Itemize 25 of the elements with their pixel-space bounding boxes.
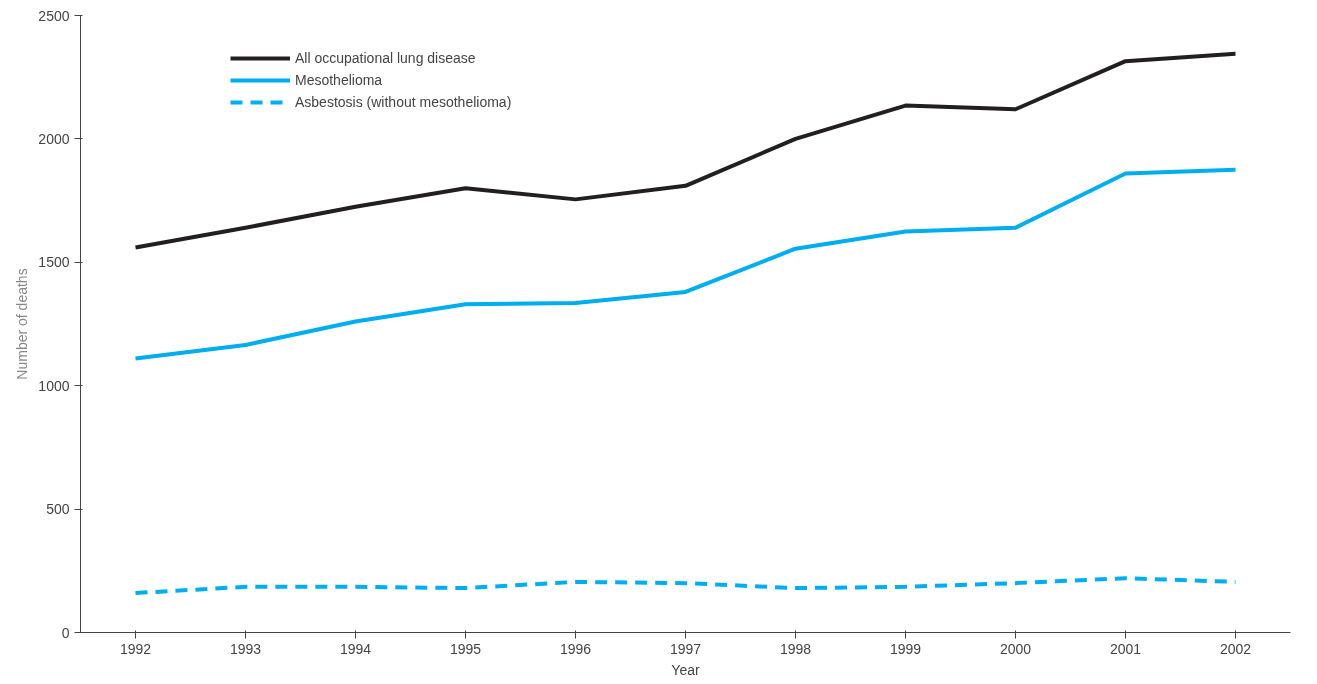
y-tick-label: 1500 [38, 254, 70, 271]
x-tick-label: 1999 [889, 640, 922, 657]
y-axis-title: Number of deaths [14, 268, 31, 380]
x-tick-label: 1994 [339, 640, 372, 657]
x-tick-label: 2000 [999, 640, 1032, 657]
x-axis-title: Year [671, 661, 700, 678]
x-tick-label: 1998 [779, 640, 812, 657]
x-tick-label: 1997 [669, 640, 702, 657]
y-tick-label: 2000 [38, 130, 70, 147]
legend-label: Mesothelioma [295, 72, 384, 88]
y-tick-label: 0 [61, 624, 70, 641]
line-series [133, 51, 1238, 250]
y-tick-label: 1000 [38, 377, 70, 394]
line-series [133, 167, 1238, 361]
x-tick-label: 1995 [449, 640, 482, 657]
x-tick-label: 2001 [1109, 640, 1142, 657]
y-tick-label: 500 [46, 501, 70, 518]
line-series [133, 576, 1238, 596]
x-tick-label: 1993 [229, 640, 262, 657]
legend-label: All occupational lung disease [295, 50, 477, 66]
x-tick-label: 2002 [1219, 640, 1252, 657]
y-tick-label: 2500 [38, 7, 70, 24]
x-tick-label: 1996 [559, 640, 592, 657]
x-tick-label: 1992 [119, 640, 152, 657]
legend-label: Asbestosis (without mesothelioma) [295, 94, 513, 110]
